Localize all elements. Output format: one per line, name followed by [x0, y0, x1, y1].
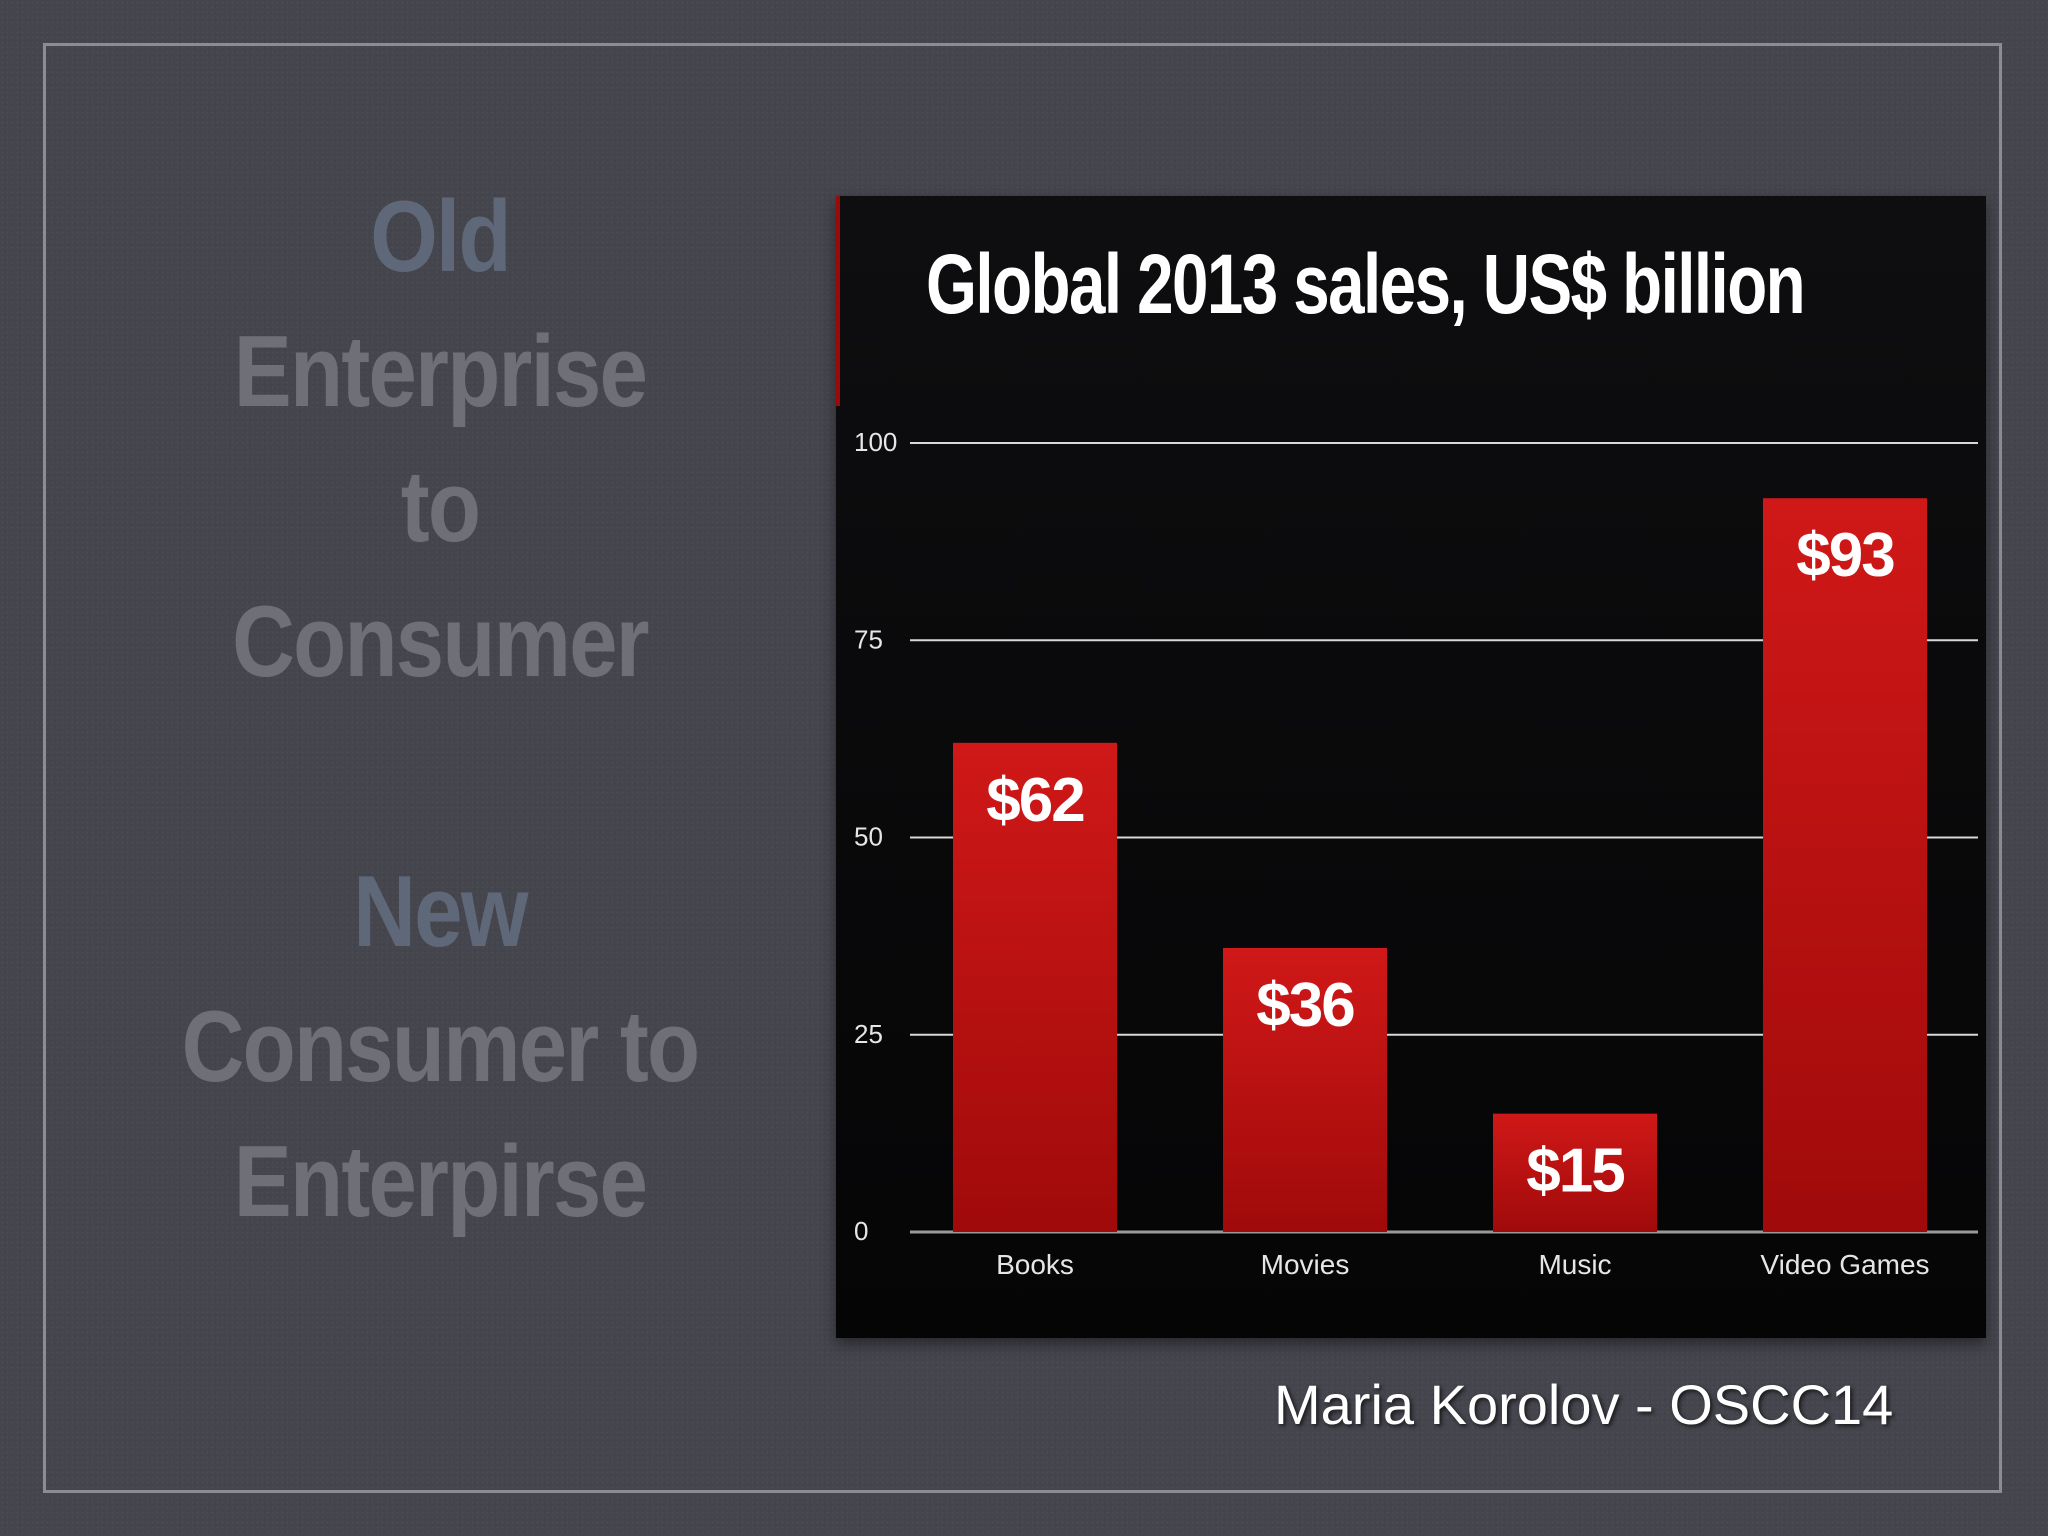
x-tick-label: Books: [996, 1249, 1074, 1280]
bar-value-label: $93: [1796, 521, 1894, 590]
bar: [953, 742, 1117, 1232]
bar-value-label: $15: [1526, 1137, 1624, 1206]
left-text-line-old: Old: [370, 181, 511, 293]
chart-red-edge: [836, 196, 840, 406]
left-text-line-to: to: [400, 451, 481, 563]
bar-value-label: $62: [986, 766, 1083, 835]
slide-left-text: Old Enterprise to Consumer New Consumer …: [130, 170, 749, 1250]
x-tick-label: Movies: [1261, 1249, 1350, 1280]
bar-value-label: $36: [1256, 971, 1354, 1040]
slide-frame: [43, 43, 2002, 1493]
y-tick-label: 50: [854, 822, 883, 852]
x-tick-label: Video Games: [1760, 1249, 1929, 1280]
left-text-line-new: New: [353, 856, 528, 968]
bar: [1493, 1113, 1657, 1232]
left-text-line-enterprise: Enterprise: [233, 316, 648, 428]
author-credit: Maria Korolov - OSCC14: [1274, 1373, 1894, 1436]
bar-chart: 0 25 50 75 100 $62 Books $36 Movies $15 Music $93 Vi…: [854, 427, 1978, 1280]
bar: [1223, 947, 1387, 1232]
left-text-spacer: [130, 710, 749, 845]
y-tick-label: 75: [854, 624, 883, 654]
y-tick-label: 100: [854, 427, 897, 457]
y-tick-label: 25: [854, 1019, 883, 1049]
x-tick-label: Music: [1538, 1249, 1611, 1280]
left-text-line-enterpirse: Enterpirse: [233, 1126, 648, 1238]
chart-title: Global 2013 sales, US$ billion: [926, 237, 1806, 331]
bar: [1763, 498, 1927, 1233]
chart-panel: Global 2013 sales, US$ billion 0 25 50 75 10…: [836, 196, 1986, 1338]
left-text-line-consumer: Consumer: [232, 586, 650, 698]
y-tick-label: 0: [854, 1216, 868, 1246]
left-text-line-consumer-to: Consumer to: [181, 991, 700, 1103]
